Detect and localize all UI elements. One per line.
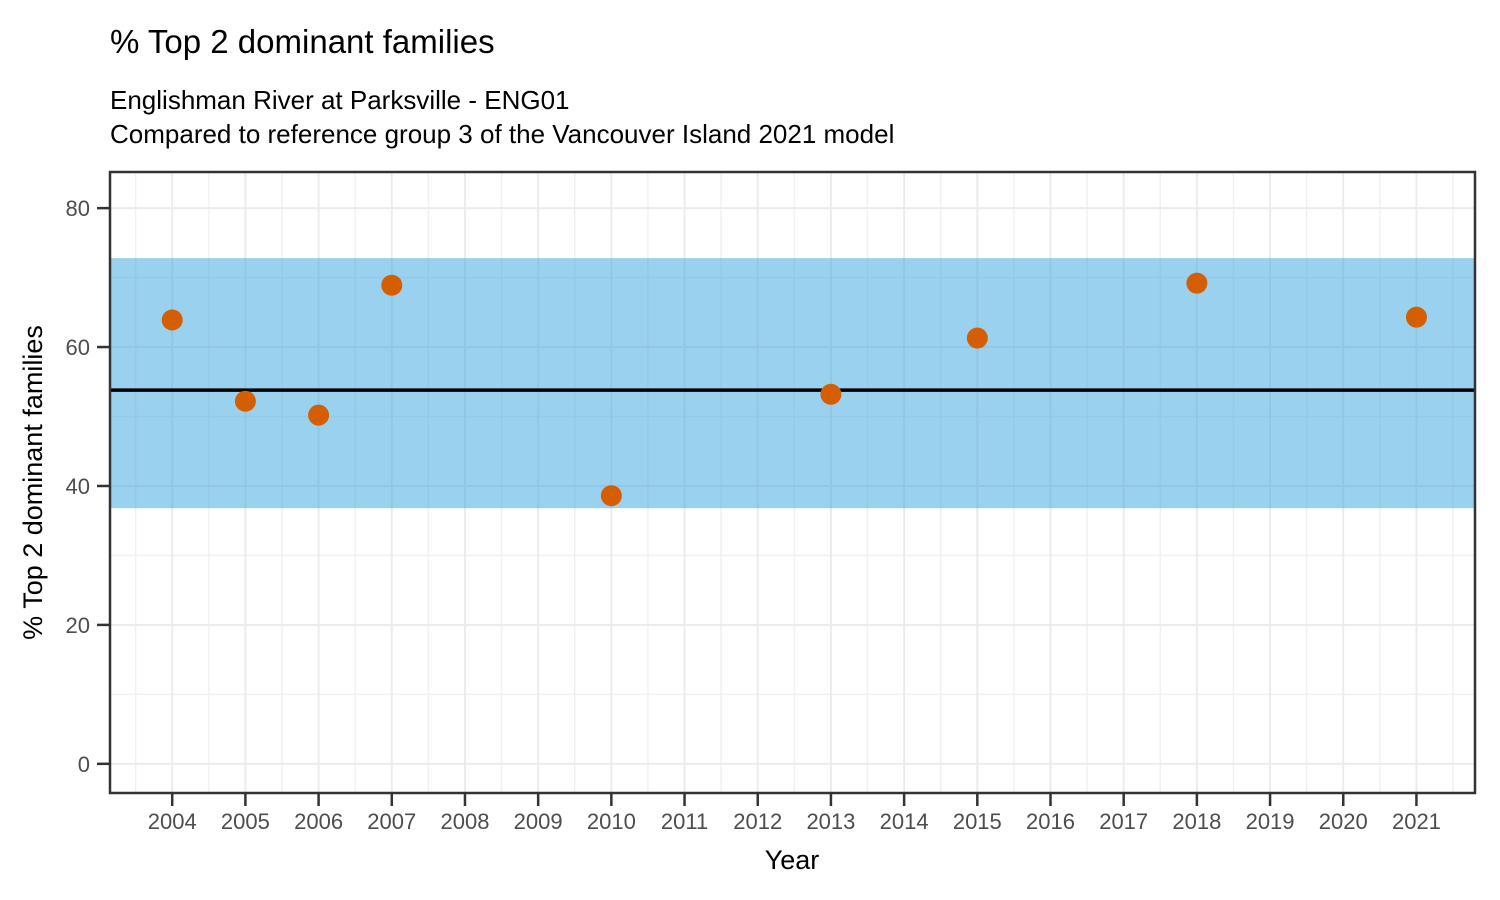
data-point — [966, 327, 988, 349]
reference-band — [110, 258, 1475, 509]
x-axis-title: Year — [765, 845, 820, 875]
chart-title: % Top 2 dominant families — [110, 23, 495, 60]
data-point — [381, 274, 403, 296]
panel-border — [108, 170, 1477, 795]
x-tick-label: 2006 — [294, 809, 343, 834]
y-tick-label: 0 — [78, 752, 90, 777]
x-tick-label: 2014 — [880, 809, 929, 834]
x-tick-label: 2013 — [806, 809, 855, 834]
data-point — [161, 309, 183, 331]
x-tick-label: 2009 — [514, 809, 563, 834]
x-tick-label: 2018 — [1172, 809, 1221, 834]
data-point — [1186, 272, 1208, 294]
chart-subtitle-line2: Compared to reference group 3 of the Van… — [110, 119, 894, 149]
x-tick-label: 2011 — [661, 809, 708, 834]
y-axis-title: % Top 2 dominant families — [18, 325, 48, 640]
x-tick-label: 2015 — [953, 809, 1002, 834]
x-tick-label: 2019 — [1246, 809, 1295, 834]
y-tick-label: 40 — [66, 474, 90, 499]
x-tick-label: 2020 — [1319, 809, 1368, 834]
data-point — [1405, 306, 1427, 328]
y-tick-label: 20 — [66, 613, 90, 638]
chart-subtitle-line1: Englishman River at Parksville - ENG01 — [110, 85, 570, 115]
data-point — [600, 485, 622, 507]
data-point — [820, 383, 842, 405]
y-tick-label: 80 — [66, 196, 90, 221]
data-point — [308, 404, 330, 426]
x-tick-label: 2012 — [733, 809, 782, 834]
x-tick-label: 2010 — [587, 809, 636, 834]
y-tick-label: 60 — [66, 335, 90, 360]
x-tick-label: 2007 — [367, 809, 416, 834]
x-tick-label: 2005 — [221, 809, 270, 834]
x-tick-label: 2021 — [1392, 809, 1441, 834]
x-tick-label: 2017 — [1099, 809, 1148, 834]
x-tick-label: 2016 — [1026, 809, 1075, 834]
plot-panel: 2004 2005 2006 2007 2008 2009 2010 2011 2012 2013… — [66, 170, 1477, 834]
data-point — [234, 390, 256, 412]
x-tick-label: 2008 — [440, 809, 489, 834]
x-tick-label: 2004 — [148, 809, 197, 834]
